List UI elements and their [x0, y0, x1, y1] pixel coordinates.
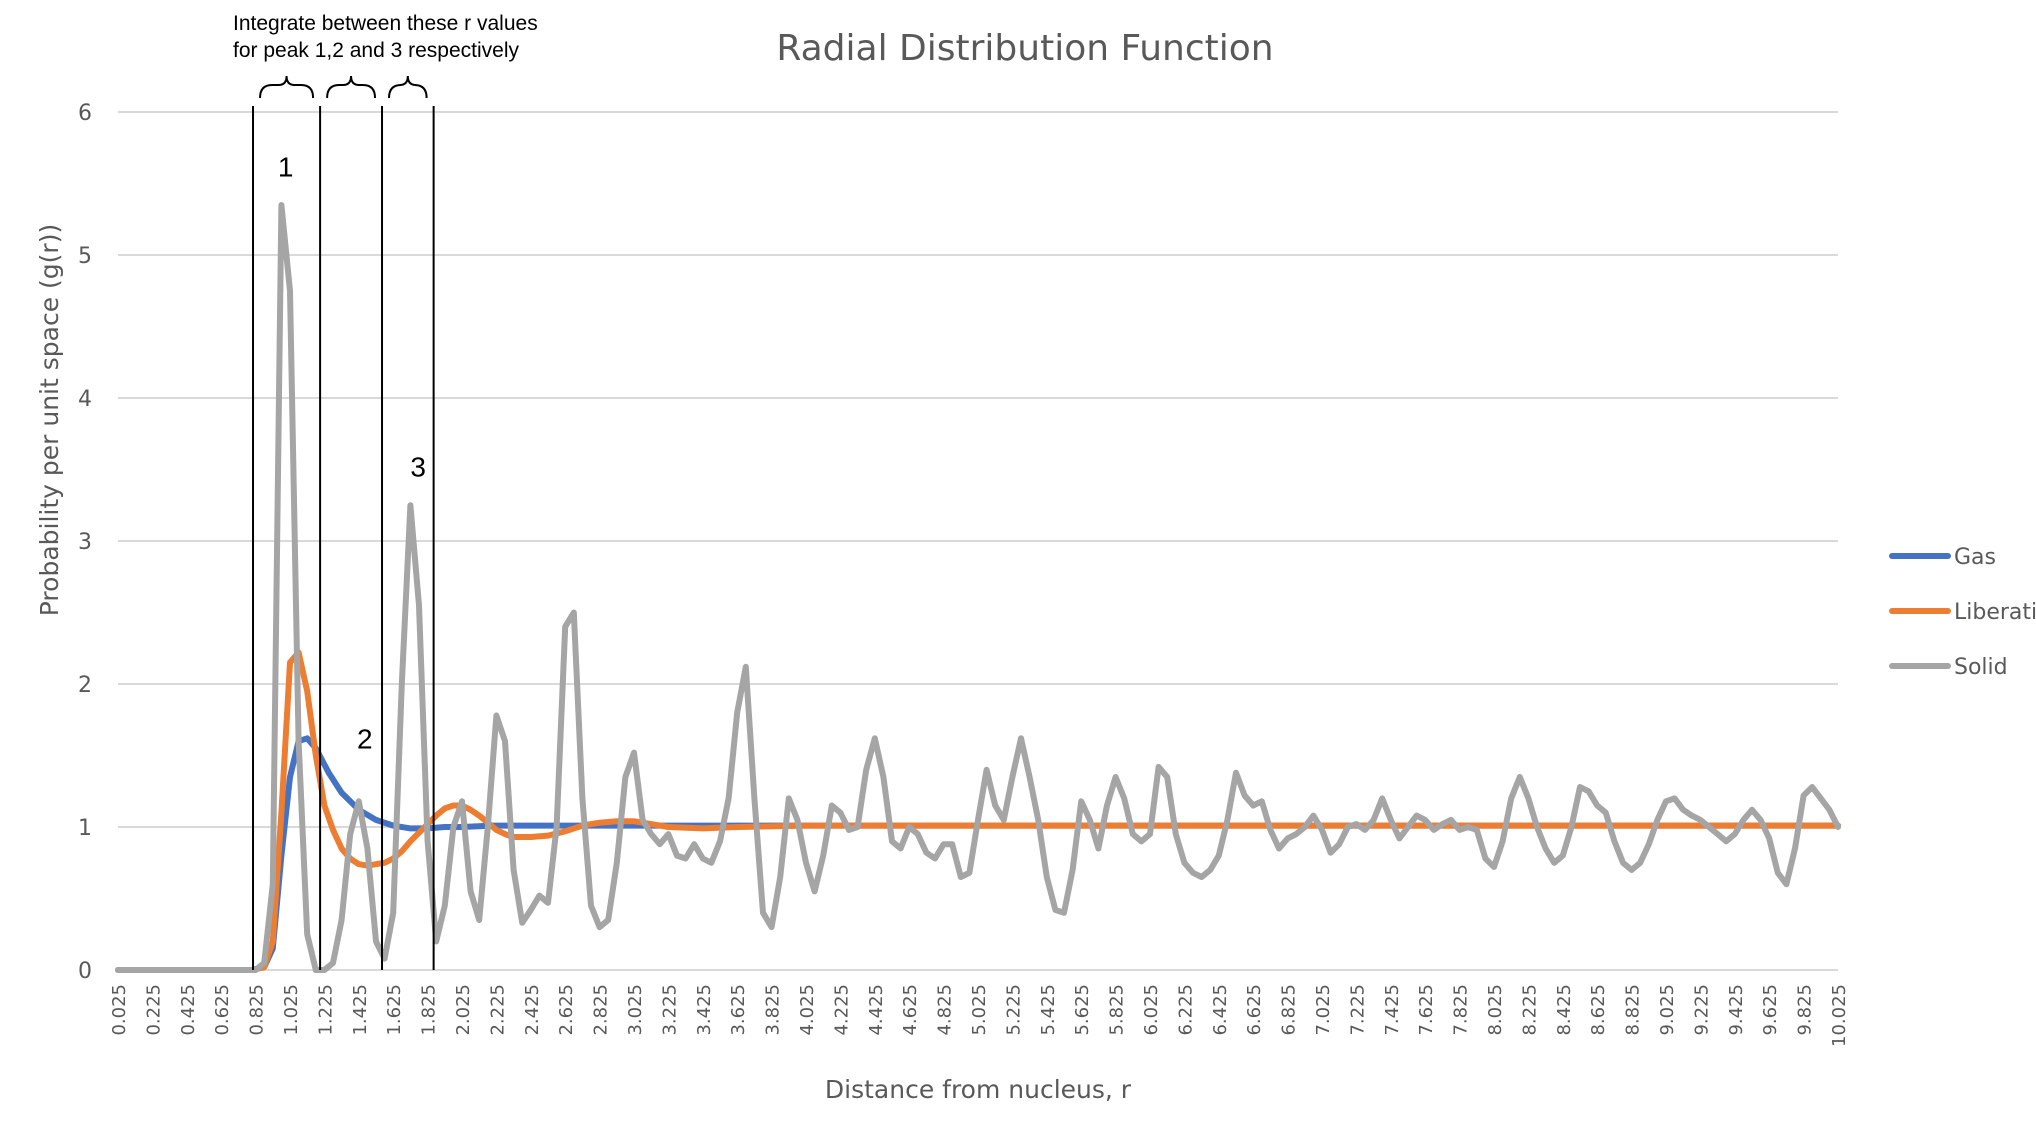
legend-label-liberation: Liberation: [1954, 600, 2036, 625]
integration-note: Integrate between these r values for pea…: [233, 12, 538, 62]
x-tick-label: 5.425: [1038, 984, 1059, 1036]
x-tick-label: 6.225: [1175, 984, 1196, 1036]
x-tick-label: 5.825: [1107, 984, 1128, 1036]
y-tick-label: 6: [78, 101, 92, 126]
x-tick-label: 4.025: [797, 984, 818, 1036]
x-tick-label: 6.625: [1244, 984, 1265, 1036]
x-tick-label: 7.025: [1313, 984, 1334, 1036]
x-tick-label: 2.025: [453, 984, 474, 1036]
x-tick-label: 0.425: [178, 984, 199, 1036]
x-tick-label: 5.625: [1072, 984, 1093, 1036]
x-tick-label: 4.225: [831, 984, 852, 1036]
integration-range-brace: [326, 75, 377, 99]
x-tick-label: 9.625: [1760, 984, 1781, 1036]
series-line-solid: [115, 202, 1841, 973]
x-tick-label: 8.425: [1554, 984, 1575, 1036]
x-tick-label: 9.225: [1691, 984, 1712, 1036]
x-tick-label: 9.025: [1657, 984, 1678, 1036]
peak-label: 2: [357, 723, 373, 754]
x-tick-label: 2.625: [556, 984, 577, 1036]
y-tick-label: 0: [78, 959, 92, 984]
integration-range-brace: [388, 75, 428, 99]
x-tick-label: 1.025: [281, 984, 302, 1036]
x-tick-label: 8.025: [1485, 984, 1506, 1036]
x-tick-label: 3.625: [728, 984, 749, 1036]
x-tick-label: 8.225: [1519, 984, 1540, 1036]
x-tick-label: 3.225: [659, 984, 680, 1036]
x-tick-label: 1.625: [384, 984, 405, 1036]
series-lines: [115, 202, 1841, 973]
x-tick-label: 1.225: [315, 984, 336, 1036]
x-tick-label: 0.225: [143, 984, 164, 1036]
y-axis-ticks: 0 1 2 3 4 5 6: [78, 101, 92, 984]
note-line-2: for peak 1,2 and 3 respectively: [233, 39, 520, 62]
x-tick-label: 8.825: [1623, 984, 1644, 1036]
x-tick-label: 2.825: [591, 984, 612, 1036]
y-tick-label: 5: [78, 244, 92, 269]
annotations: 1 2 3: [252, 75, 435, 970]
x-tick-label: 10.025: [1829, 984, 1850, 1047]
legend: Gas Liberation Solid: [1889, 545, 2036, 680]
x-tick-label: 3.825: [763, 984, 784, 1036]
x-axis-label: Distance from nucleus, r: [825, 1075, 1132, 1104]
x-tick-label: 5.025: [969, 984, 990, 1036]
x-tick-label: 7.625: [1416, 984, 1437, 1036]
series-line-liberation: [115, 649, 1841, 973]
x-tick-label: 0.025: [109, 984, 130, 1036]
x-tick-label: 7.825: [1451, 984, 1472, 1036]
legend-label-solid: Solid: [1954, 655, 2008, 680]
gridlines: [118, 111, 1838, 971]
x-tick-label: 4.625: [900, 984, 921, 1036]
x-tick-label: 4.425: [866, 984, 887, 1036]
y-tick-label: 3: [78, 530, 92, 555]
x-tick-label: 9.425: [1726, 984, 1747, 1036]
note-line-1: Integrate between these r values: [233, 12, 538, 35]
y-tick-label: 1: [78, 816, 92, 841]
chart-title: Radial Distribution Function: [776, 28, 1273, 69]
x-tick-label: 7.425: [1382, 984, 1403, 1036]
x-tick-label: 8.625: [1588, 984, 1609, 1036]
x-tick-label: 0.625: [212, 984, 233, 1036]
x-tick-label: 9.825: [1795, 984, 1816, 1036]
x-tick-label: 4.825: [935, 984, 956, 1036]
x-tick-label: 1.825: [419, 984, 440, 1036]
legend-label-gas: Gas: [1954, 545, 1996, 570]
y-tick-label: 2: [78, 673, 92, 698]
x-tick-label: 7.225: [1347, 984, 1368, 1036]
peak-label: 1: [278, 151, 294, 182]
x-tick-label: 2.425: [522, 984, 543, 1036]
x-tick-label: 0.825: [247, 984, 268, 1036]
x-tick-label: 3.025: [625, 984, 646, 1036]
x-axis-ticks: 0.025 0.225 0.425 0.625 0.825 1.025 1.225 1.425…: [109, 984, 1850, 1047]
integration-range-brace: [259, 75, 315, 99]
x-tick-label: 6.425: [1210, 984, 1231, 1036]
y-tick-label: 4: [78, 387, 92, 412]
x-tick-label: 6.825: [1279, 984, 1300, 1036]
x-tick-label: 3.425: [694, 984, 715, 1036]
x-tick-label: 6.025: [1141, 984, 1162, 1036]
x-tick-label: 2.225: [487, 984, 508, 1036]
y-axis-label: Probability per unit space (g(r)): [35, 224, 64, 616]
x-tick-label: 5.225: [1003, 984, 1024, 1036]
peak-label: 3: [410, 452, 426, 483]
x-tick-label: 1.425: [350, 984, 371, 1036]
